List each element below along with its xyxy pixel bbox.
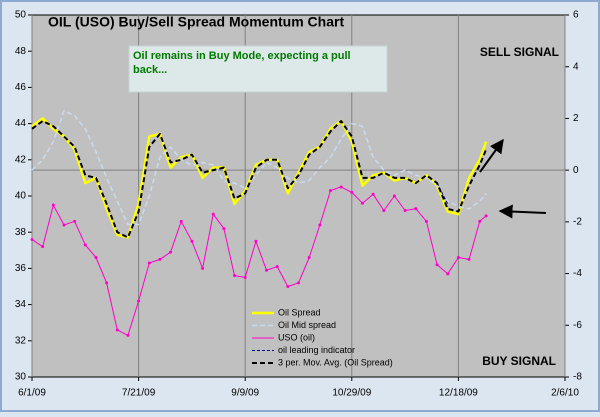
data-point [403,208,407,212]
y2-tick-label: -4 [573,268,582,279]
y2-tick-label: 4 [573,61,579,72]
legend-label: Oil Spread [278,307,321,317]
legend: Oil Spread Oil Mid spread USO (oil) oil lea… [252,307,393,367]
data-point [382,208,386,212]
data-point [41,245,45,249]
y-tick-label: 34 [15,299,27,310]
series-line [31,117,488,239]
data-point [265,268,269,272]
buy-signal: BUY SIGNAL [482,354,556,368]
left-arrow [498,204,547,219]
series-line [31,109,487,226]
data-point [62,223,66,227]
data-point [105,281,109,285]
series-line [31,120,488,239]
x-tick-label: 10/29/09 [332,388,371,399]
data-point [392,194,396,198]
legend-label: 3 per. Mov. Avg. (Oil Spread) [278,357,393,367]
data-point [51,203,55,207]
y-tick-label: 50 [15,10,27,21]
annotation: Oil remains in Buy Mode, expecting a pul… [133,50,351,76]
y2-tick-label: 2 [573,113,579,124]
data-point [73,219,77,223]
series-line [31,186,487,336]
data-point [275,265,279,269]
data-point [137,299,141,303]
data-point [307,256,311,260]
y-tick-label: 32 [15,335,27,346]
data-point [478,219,482,223]
data-point [339,185,343,189]
data-point [179,219,183,223]
data-point [297,281,300,285]
data-point [484,214,488,218]
chart-title: OIL (USO) Buy/Sell Spread Momentum Chart [48,14,344,30]
y2-tick-label: 6 [573,10,579,21]
data-point [360,201,364,205]
data-point [94,256,98,260]
x-tick-label: 12/18/09 [439,388,478,399]
sell-signal: SELL SIGNAL [480,45,559,59]
data-point [83,243,87,247]
y-tick-label: 40 [15,191,27,202]
y-tick-label: 48 [15,46,27,57]
x-tick-label: 9/9/09 [231,388,259,399]
data-point [328,189,332,193]
y2-tick-label: 0 [573,165,579,176]
data-point [446,272,450,276]
data-point [254,239,258,243]
data-point [190,239,194,243]
legend-label: Oil Mid spread [278,320,336,330]
x-tick-label: 6/1/09 [18,388,46,399]
data-point [201,266,205,270]
data-point [147,261,151,265]
up-arrow [479,138,504,173]
data-point [222,227,226,231]
y-tick-label: 36 [15,263,27,274]
data-point [158,257,162,261]
y-tick-label: 44 [15,118,27,129]
annotation-text: Oil remains in Buy Mode, expecting a pul… [133,50,351,76]
data-point [467,257,471,261]
data-point [371,192,375,196]
data-point [115,328,119,332]
y-tick-label: 38 [15,227,27,238]
data-point [30,237,34,241]
x-tick-label: 2/6/10 [551,388,579,399]
y-tick-label: 30 [15,372,27,383]
y-tick-label: 42 [15,154,27,165]
series-line [436,182,449,205]
data-point [126,333,130,337]
y-tick-label: 46 [15,82,27,93]
data-point [169,250,173,254]
data-point [414,207,418,211]
data-point [456,256,460,260]
data-point [286,285,290,288]
y2-tick-label: -2 [573,216,582,227]
data-point [350,190,354,194]
y2-tick-label: -8 [573,372,582,383]
x-tick-label: 7/21/09 [122,388,156,399]
y2-tick-label: -6 [573,320,582,331]
legend-label: USO (oil) [278,332,315,342]
data-point [233,274,237,278]
legend-label: oil leading indicator [278,345,355,355]
data-point [318,223,322,227]
data-point [211,212,215,216]
series [30,109,488,337]
data-point [243,275,247,279]
data-point [435,263,439,267]
annotation-box [128,45,388,93]
data-point [424,219,428,223]
